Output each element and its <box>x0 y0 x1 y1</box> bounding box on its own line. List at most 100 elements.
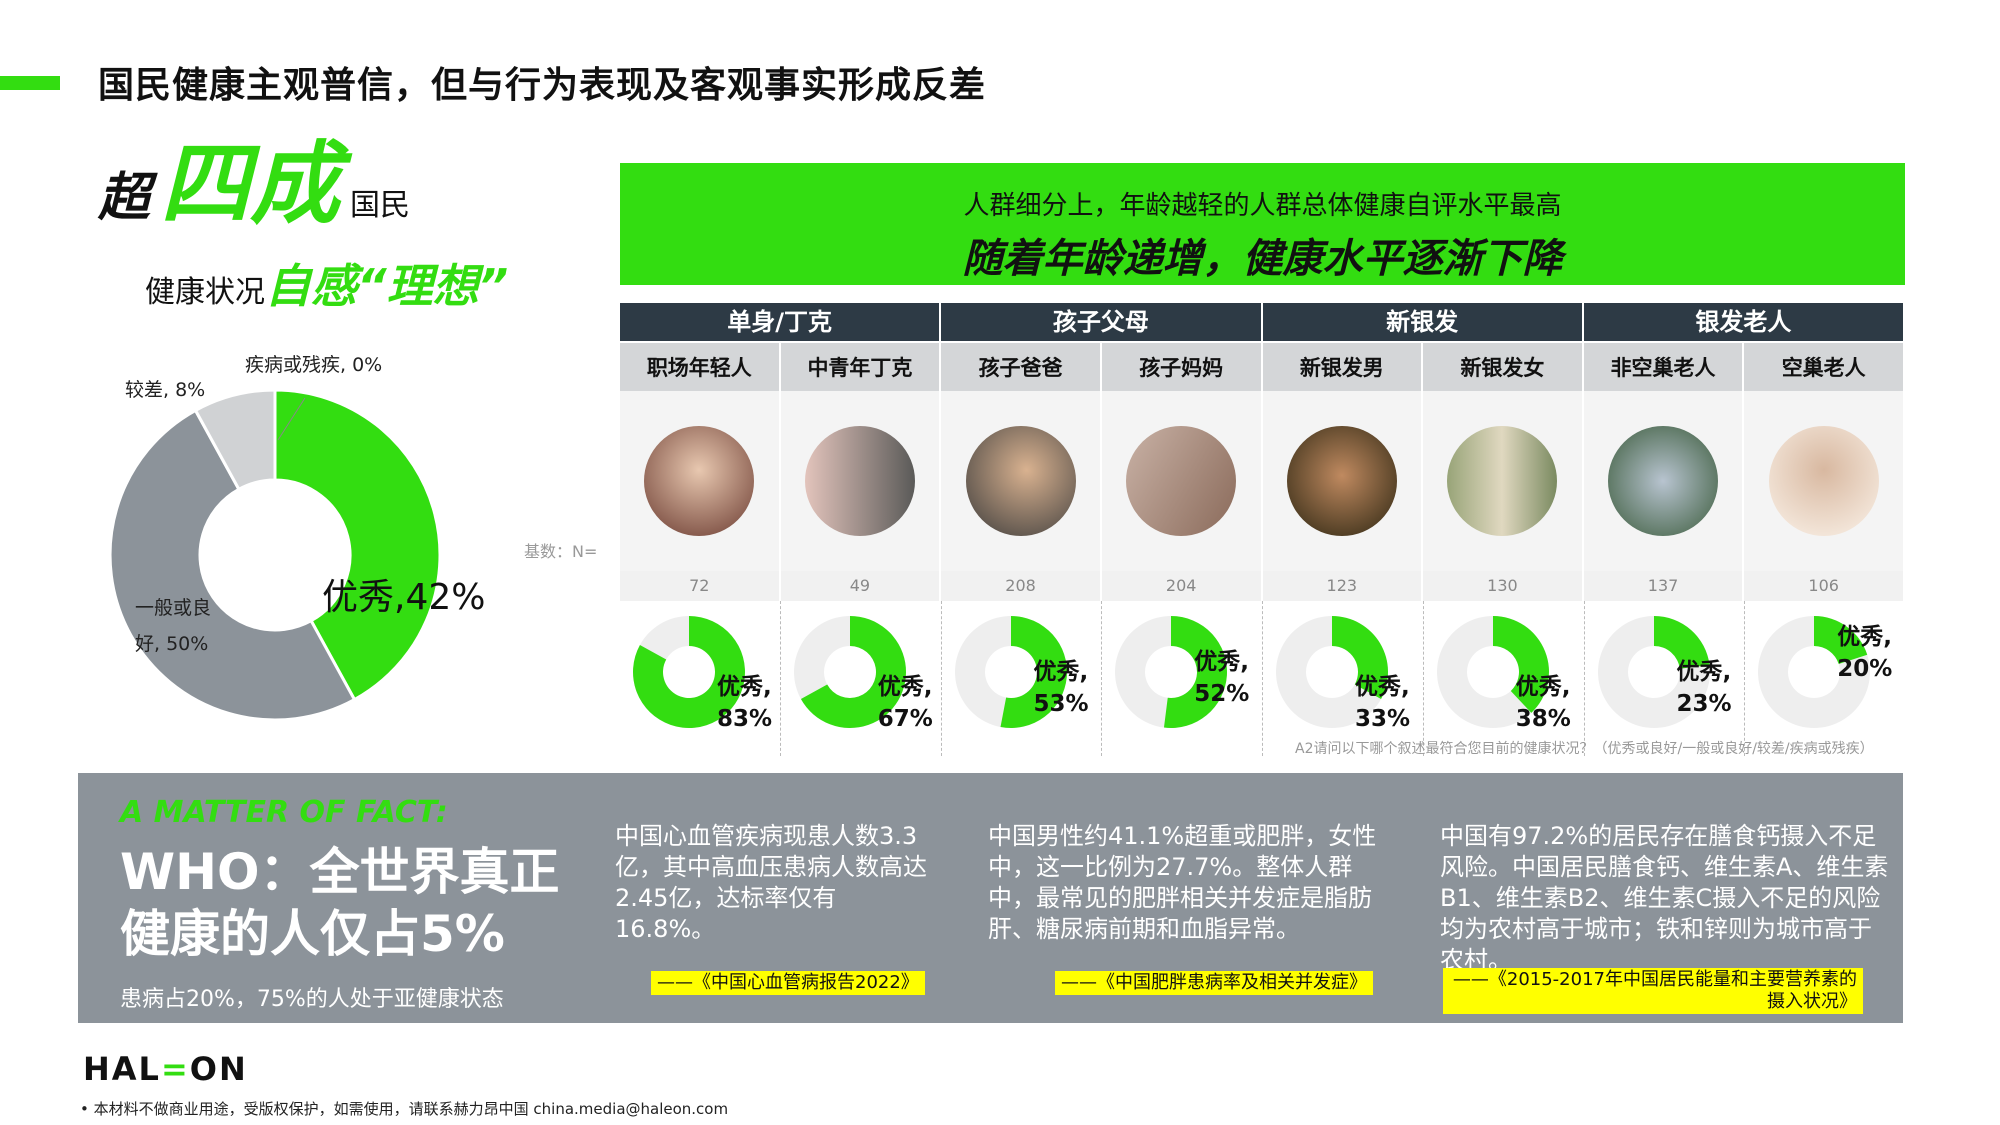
fact-text-1: 中国心血管疾病现患人数3.3亿，其中高血压患病人数高达2.45亿，达标率仅有16… <box>615 822 927 943</box>
father-child-photo <box>965 426 1076 536</box>
pie-slice-0 <box>273 388 442 702</box>
photo-cell <box>1101 391 1263 571</box>
pie-leader-line <box>277 397 306 441</box>
base-n-value: 106 <box>1744 571 1905 601</box>
photo-cell <box>620 391 781 571</box>
donut-excellent-slice <box>1492 616 1549 713</box>
photo-cell <box>1262 391 1424 571</box>
segment-donut <box>1276 616 1388 728</box>
banner-line2: 随着年龄递增，健康水平逐渐下降 <box>962 236 1563 282</box>
segment-donut-cell: 优秀, 23% <box>1585 601 1746 756</box>
fact-text-2: 中国男性约41.1%超重或肥胖，女性中，这一比例为27.7%。整体人群中，最常见… <box>988 822 1377 943</box>
headline-line2-text: 健康状况 <box>145 275 265 310</box>
segment-header: 非空巢老人 <box>1583 341 1745 391</box>
headline-guomin: 国民 <box>350 188 411 223</box>
base-n-value: 72 <box>620 571 781 601</box>
young-woman-photo <box>644 426 755 536</box>
segment-donut-cell: 优秀, 38% <box>1424 601 1585 756</box>
segment-donut <box>633 616 745 728</box>
couple-photo <box>804 426 915 536</box>
segment-header: 职场年轻人 <box>620 341 781 391</box>
footer-text: 本材料不做商业用途，受版权保护，如需使用，请联系赫力昂中国 china.medi… <box>93 1100 729 1118</box>
photo-cell <box>1583 391 1745 571</box>
donut-excellent-slice <box>1814 616 1868 664</box>
mother-child-photo <box>1126 426 1237 536</box>
pie-label-disease: 疾病或残疾, 0% <box>245 354 383 376</box>
base-n-value: 204 <box>1101 571 1263 601</box>
fact-panel: A MATTER OF FACT: WHO：全世界真正健康的人仅占5% 患病占2… <box>78 773 1903 1023</box>
page-title: 国民健康主观普信，但与行为表现及客观事实形成反差 <box>98 65 987 106</box>
insight-banner: 人群细分上，年龄越轻的人群总体健康自评水平最高 随着年龄递增，健康水平逐渐下降 <box>620 163 1905 285</box>
base-n-value: 49 <box>780 571 942 601</box>
group-header: 新银发 <box>1262 303 1584 341</box>
segment-donut-cell: 优秀, 53% <box>942 601 1103 756</box>
base-n-value: 137 <box>1583 571 1745 601</box>
headline-line2: 健康状况自感“理想” <box>145 250 508 316</box>
main-donut-chart <box>108 388 442 722</box>
headline-line2-green: 自感“理想” <box>265 259 509 313</box>
donut-excellent-slice <box>1332 616 1388 699</box>
elderly-man-photo <box>1768 426 1879 536</box>
donut-label: 优秀, 33% <box>1355 674 1411 732</box>
segment-donut <box>1436 616 1549 728</box>
donut-excellent-slice <box>1000 616 1067 728</box>
segment-header: 空巢老人 <box>1744 341 1905 391</box>
who-statement: WHO：全世界真正健康的人仅占5% <box>120 843 560 963</box>
segment-table: 单身/丁克 孩子父母 新银发 银发老人 职场年轻人 中青年丁克 孩子爸爸 孩子妈妈 新银发男新… <box>620 303 1905 756</box>
pie-slice-2 <box>193 388 277 492</box>
donut-label: 优秀, 67% <box>877 674 933 732</box>
base-n-value: 123 <box>1262 571 1424 601</box>
segment-donut <box>793 616 906 728</box>
segment-donut <box>954 616 1067 728</box>
donut-label: 优秀, 53% <box>1033 659 1089 717</box>
donut-label: 优秀, 38% <box>1515 674 1571 732</box>
photo-cell <box>1423 391 1584 571</box>
segment-header: 孩子爸爸 <box>941 341 1102 391</box>
group-header: 孩子父母 <box>941 303 1263 341</box>
segment-donut <box>1115 616 1228 728</box>
donut-label: 优秀, 20% <box>1837 624 1893 682</box>
segment-donut-cell: 优秀, 67% <box>781 601 942 756</box>
photo-cell <box>780 391 942 571</box>
donut-label: 优秀, 23% <box>1676 659 1732 717</box>
elderly-couple-photo <box>1608 426 1719 536</box>
segment-header: 孩子妈妈 <box>1101 341 1263 391</box>
segment-donut-cell: 优秀, 20% <box>1745 601 1905 756</box>
haleon-logo: HAL=ON <box>83 1050 248 1088</box>
segment-header: 新银发男 <box>1262 341 1424 391</box>
base-n-value: 130 <box>1423 571 1584 601</box>
headline-chao: 超 <box>98 168 151 228</box>
pie-label-average: 一般或良好, 50% <box>135 597 212 655</box>
segment-header: 中青年丁克 <box>780 341 942 391</box>
headline-four: 四成 <box>160 132 341 237</box>
segment-donut <box>1758 616 1871 728</box>
woman-photo <box>1447 426 1558 536</box>
man-photo <box>1286 426 1397 536</box>
donut-excellent-slice <box>1653 616 1710 669</box>
donut-label: 优秀, 52% <box>1194 649 1250 707</box>
photo-cell <box>1744 391 1905 571</box>
fact-source-3: ——《2015-2017年中国居民能量和主要营养素的摄入状况》 <box>1443 968 1863 1014</box>
group-header: 银发老人 <box>1583 303 1905 341</box>
pie-label-excellent: 优秀,42% <box>322 577 486 618</box>
pie-label-poor: 较差, 8% <box>125 379 206 401</box>
fact-text-3: 中国有97.2%的居民存在膳食钙摄入不足风险。中国居民膳食钙、维生素A、维生素B… <box>1440 822 1889 974</box>
banner-line1: 人群细分上，年龄越轻的人群总体健康自评水平最高 <box>963 191 1562 221</box>
donut-excellent-slice <box>800 616 906 728</box>
fact-source-1: ——《中国心血管病报告2022》 <box>651 971 925 995</box>
donut-excellent-slice <box>633 616 745 728</box>
title-accent-bar <box>0 76 60 90</box>
segment-header: 新银发女 <box>1423 341 1584 391</box>
base-n-label: 基数：N= <box>524 542 598 561</box>
segment-donut-cell: 优秀, 83% <box>620 601 781 756</box>
footer-note: • 本材料不做商业用途，受版权保护，如需使用，请联系赫力昂中国 china.me… <box>80 1100 729 1118</box>
fact-source-2: ——《中国肥胖患病率及相关并发症》 <box>1055 971 1373 995</box>
pie-slice-1 <box>108 408 357 722</box>
headline: 超四成 国民 <box>98 140 410 251</box>
segment-donut-cell: 优秀, 52% <box>1102 601 1263 756</box>
question-note: A2请问以下哪个叙述最符合您目前的健康状况？（优秀或良好/一般或良好/较差/疾病… <box>1295 741 1874 757</box>
fact-tag: A MATTER OF FACT: <box>120 795 448 830</box>
donut-label: 优秀, 83% <box>717 674 773 732</box>
segment-donut-cell: 优秀, 33% <box>1263 601 1424 756</box>
who-subtext: 患病占20%，75%的人处于亚健康状态 <box>120 987 504 1012</box>
